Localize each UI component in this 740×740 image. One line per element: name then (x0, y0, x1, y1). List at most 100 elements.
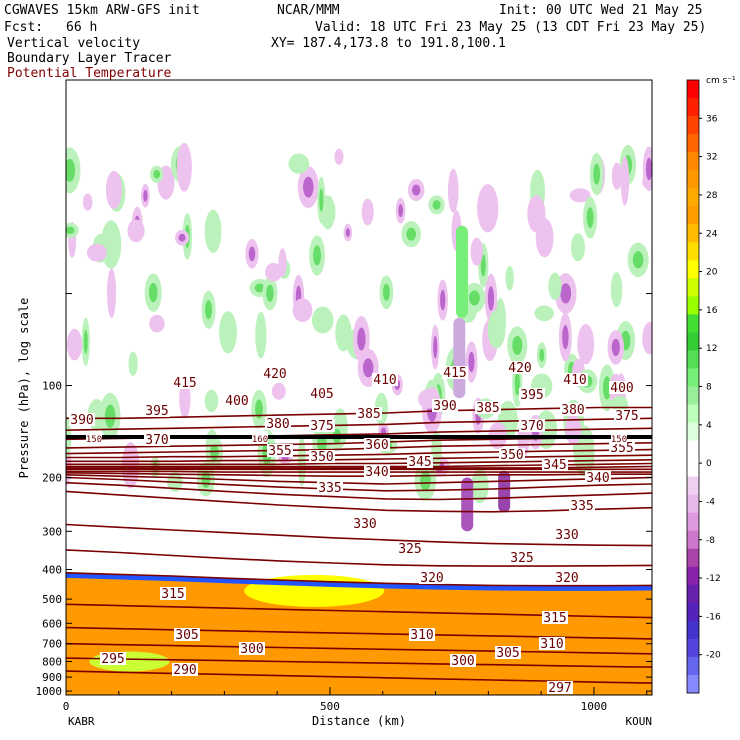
downdraft-core (560, 283, 572, 304)
theta-label-bg (239, 642, 265, 655)
theta-label-bg (309, 450, 335, 463)
updraft-cell (534, 305, 554, 322)
colorbar-label: 0 (706, 459, 712, 469)
colorbar-label: -4 (706, 497, 715, 507)
theta-label-380: 380 (561, 403, 584, 418)
theta-label-bg (539, 637, 565, 650)
field-potential-temperature: Potential Temperature (7, 66, 172, 81)
theta-label-375: 375 (615, 409, 638, 424)
downdraft-cell (447, 168, 459, 213)
colorbar-units: cm s⁻¹ (706, 76, 736, 86)
updraft-core (539, 348, 545, 362)
downdraft-cell (176, 142, 192, 192)
theta-label-325: 325 (510, 551, 533, 566)
theta-label-150: 150 (611, 435, 627, 445)
theta-label-bg (499, 448, 525, 461)
isentrope-325 (66, 549, 652, 567)
downdraft-cell (179, 380, 191, 419)
theta-label-350: 350 (500, 448, 523, 463)
theta-label-bg (609, 441, 635, 454)
colorbar-bin (687, 422, 699, 442)
y-tick-label: 200 (42, 472, 62, 485)
updraft-cell (288, 153, 310, 174)
endpoint-left: KABR (68, 715, 95, 728)
downdraft-core (345, 228, 350, 237)
isentrope-395 (66, 448, 652, 459)
updraft-core (319, 188, 324, 212)
theta-label-375: 375 (310, 419, 333, 434)
theta-label-bg (356, 407, 382, 420)
colorbar-bin (687, 116, 699, 135)
updraft-cell (570, 233, 586, 262)
downdraft-cell (121, 442, 140, 489)
theta-label-160: 160 (252, 435, 268, 445)
updraft-core (432, 200, 441, 210)
colorbar-label: 24 (706, 229, 718, 239)
updraft-core (480, 254, 486, 277)
downdraft-core (645, 157, 652, 181)
theta-label-bg (267, 444, 293, 457)
colorbar-bin (687, 314, 699, 333)
updraft-core (632, 251, 644, 269)
isentrope-350 (66, 474, 652, 485)
downdraft-cell (477, 184, 499, 233)
updraft-cell (311, 306, 334, 334)
init-time: Init: 00 UTC Wed 21 May 25 (499, 3, 703, 18)
theta-label-bg (432, 399, 458, 412)
theta-label-150: 150 (86, 435, 102, 445)
updraft-core (255, 399, 263, 419)
downdraft-core (412, 184, 421, 196)
downdraft-core (487, 286, 495, 311)
isentrope-400 (66, 442, 652, 455)
downdraft-core (611, 338, 620, 357)
downdraft-cell (271, 382, 286, 400)
theta-label-340: 340 (365, 465, 388, 480)
theta-label-395: 395 (520, 388, 543, 403)
theta-label-315: 315 (161, 587, 184, 602)
updraft-core (104, 404, 116, 428)
downdraft-cell (107, 268, 117, 319)
theta-label-335: 335 (318, 481, 341, 496)
downdraft-cell (127, 219, 145, 243)
downdraft-core (562, 324, 569, 350)
colorbar-bin (687, 296, 699, 315)
downdraft-core (178, 233, 186, 242)
downdraft-cell (577, 323, 595, 365)
colorbar-bin (687, 224, 699, 243)
colorbar-bin (687, 152, 699, 171)
updraft-cell (610, 272, 623, 308)
theta-label-bg (317, 481, 343, 494)
endpoint-right: KOUN (626, 715, 653, 728)
theta-label-415: 415 (443, 366, 466, 381)
theta-label-bg (309, 387, 335, 400)
theta-label-410: 410 (373, 373, 396, 388)
theta-label-395: 395 (145, 404, 168, 419)
y-tick-label: 500 (42, 593, 62, 606)
y-tick-label: 100 (42, 380, 62, 393)
theta-label-300: 300 (240, 642, 263, 657)
theta-label-320: 320 (420, 571, 443, 586)
y-axis-label: Pressure (hPa), log scale (17, 298, 31, 479)
colorbar-label: 20 (706, 268, 718, 278)
theta-label-297: 297 (548, 681, 571, 696)
theta-label-300: 300 (451, 654, 474, 669)
colorbar-bin (687, 98, 699, 117)
updraft-core (512, 335, 523, 355)
y-tick-label: 400 (42, 563, 62, 576)
isentrope-340 (66, 481, 652, 501)
theta-label-305: 305 (496, 646, 519, 661)
isentrope-390 (66, 454, 652, 463)
valid-time: Valid: 18 UTC Fri 23 May 25 (13 CDT Fri … (315, 20, 707, 35)
updraft-cell (487, 310, 506, 349)
theta-label-345: 345 (543, 458, 566, 473)
theta-label-390: 390 (433, 399, 456, 414)
theta-label-380: 380 (266, 417, 289, 432)
downdraft-core (303, 176, 314, 198)
tracer-edge (66, 572, 652, 591)
theta-label-bg (614, 409, 640, 422)
isentrope-335 (66, 490, 652, 513)
colorbar-bin (687, 134, 699, 153)
updraft-core (66, 226, 75, 235)
theta-label-bg (265, 417, 291, 430)
theta-label-bg (172, 663, 198, 676)
